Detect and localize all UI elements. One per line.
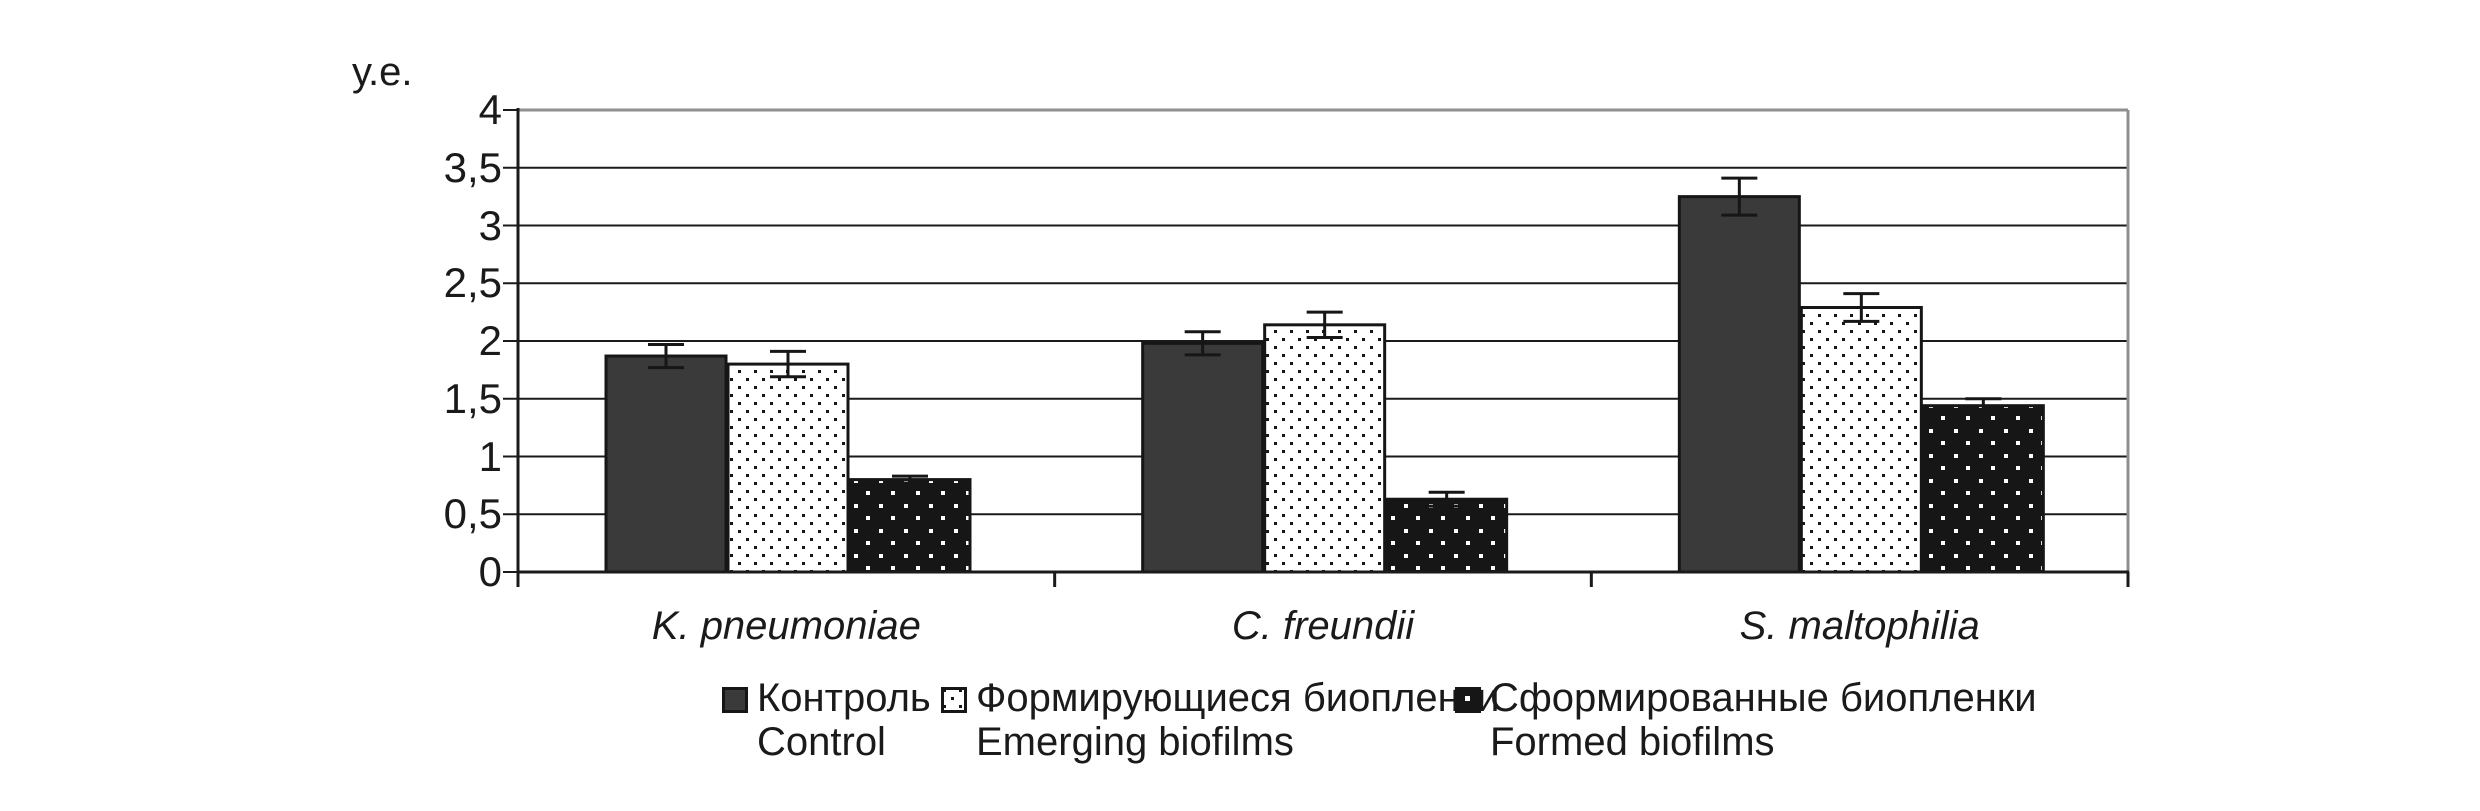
bar-formed-biofilms-c1 <box>1385 497 1509 574</box>
legend-swatch-formed-icon <box>1455 687 1481 713</box>
axes-layer <box>503 108 2130 587</box>
y-tick-label: 1 <box>478 432 502 480</box>
y-tick-label: 4 <box>478 86 502 133</box>
y-tick-label: 2 <box>478 317 502 364</box>
bar-emerging-biofilms-c0 <box>726 362 850 574</box>
y-tick-label: 3 <box>478 201 502 249</box>
legend-label-control-en: Control <box>757 720 886 764</box>
bar-emerging-biofilms-c1 <box>1263 323 1387 574</box>
legend-label-emerging-en: Emerging biofilms <box>976 720 1294 764</box>
error-bars-layer <box>648 176 2002 508</box>
bar-emerging-biofilms-c2 <box>1799 306 1923 574</box>
legend-swatch-control-icon <box>722 687 748 713</box>
legend-item-emerging-biofilms: Формирующиеся биопленки Emerging biofilm… <box>941 676 1500 764</box>
category-label: S. maltophilia <box>1739 604 1980 648</box>
legend-label-formed-ru: Сформированные биопленки <box>1490 676 2037 720</box>
y-tick-label: 2,5 <box>443 259 502 307</box>
category-label: K. pneumoniae <box>651 604 921 648</box>
legend-label-formed-en: Formed biofilms <box>1490 720 1775 764</box>
bar-control-c2 <box>1677 195 1801 574</box>
legend-item-control: Контроль Control <box>722 676 931 764</box>
bars-layer <box>604 195 2045 574</box>
y-tick-label: 1,5 <box>443 374 502 422</box>
bar-formed-biofilms-c2 <box>1921 404 2045 574</box>
bar-control-c0 <box>604 354 728 574</box>
y-tick-label: 0,5 <box>443 490 502 538</box>
legend-swatch-emerging-icon <box>941 687 967 713</box>
legend-item-formed-biofilms: Сформированные биопленки Formed biofilms <box>1455 676 2037 764</box>
legend-label-control-ru: Контроль <box>757 676 931 720</box>
bar-control-c1 <box>1141 341 1265 574</box>
legend-label-emerging-ru: Формирующиеся биопленки <box>976 676 1500 720</box>
bar-formed-biofilms-c0 <box>848 478 972 574</box>
y-tick-label: 0 <box>478 548 502 595</box>
y-tick-label: 3,5 <box>443 143 502 191</box>
y-axis-title: у.е. <box>352 50 413 94</box>
category-label: C. freundii <box>1231 604 1415 648</box>
